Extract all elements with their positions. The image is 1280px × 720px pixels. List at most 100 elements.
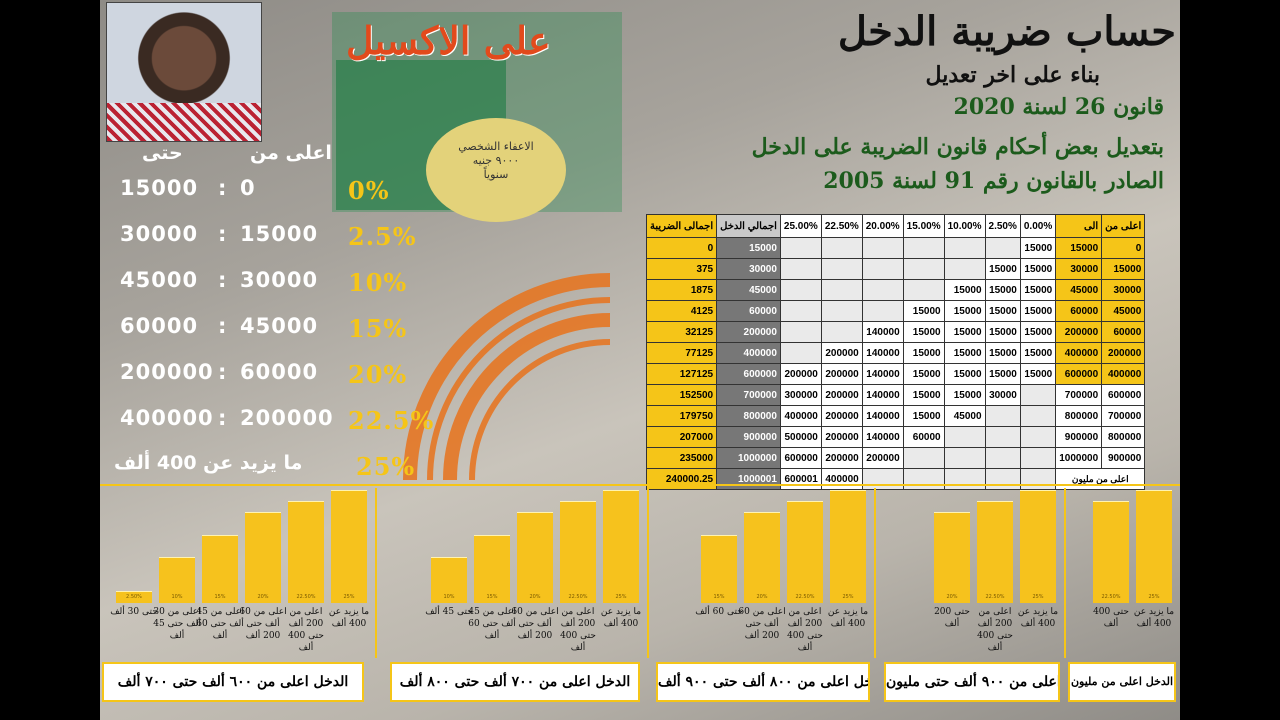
table-header-cell: 22.50% <box>820 214 863 238</box>
table-cell: 207000 <box>645 426 718 448</box>
bracket-rate: 15% <box>348 314 408 343</box>
table-cell <box>1019 426 1057 448</box>
bracket-from: 60000 <box>240 360 319 384</box>
table-cell: 15000 <box>716 237 781 259</box>
bracket-row: 22.5% 200000 : 400000 <box>100 406 433 446</box>
x-tick-label: اعلى من 30 ألف حتى 45 ألف <box>153 607 201 641</box>
table-cell <box>943 237 986 259</box>
table-cell: 400000 <box>1055 342 1103 364</box>
table-cell: 1000000 <box>716 447 781 469</box>
table-cell: 15000 <box>902 384 945 406</box>
table-cell: 400000 <box>716 342 781 364</box>
table-cell: 235000 <box>645 447 718 469</box>
table-cell: 600000 <box>1101 384 1146 406</box>
bar-data-label: 2.50% <box>126 594 142 600</box>
bar-data-label: 25% <box>343 594 355 600</box>
table-header-cell: اعلى من <box>1101 214 1146 238</box>
table-cell <box>779 258 822 280</box>
brackets-header: اعلى من حتى <box>100 142 440 166</box>
table-cell <box>902 237 945 259</box>
table-cell: 700000 <box>716 384 781 406</box>
chart-bar: 22.50% <box>1093 501 1129 603</box>
bracket-separator: : <box>218 406 228 430</box>
bracket-row: 0% 0 : 15000 <box>100 176 430 216</box>
x-tick-label: حتى 30 ألف <box>110 607 158 617</box>
table-cell: 900000 <box>716 426 781 448</box>
table-cell: 200000 <box>820 363 863 385</box>
bar-data-label: 20% <box>756 594 768 600</box>
table-cell: 200000 <box>820 342 863 364</box>
chart-bar: 25% <box>331 490 367 603</box>
bar-data-label: 10% <box>443 594 455 600</box>
table-row: 127125 600000 200000 200000 140000 15000 15000… <box>645 363 1146 385</box>
table-cell: 15000 <box>1019 237 1057 259</box>
table-cell: 179750 <box>645 405 718 427</box>
table-cell: 800000 <box>716 405 781 427</box>
table-cell: 140000 <box>861 405 904 427</box>
table-cell: 15000 <box>943 279 986 301</box>
bracket-rate: 10% <box>348 268 408 297</box>
x-tick-label: حتى 60 ألف <box>695 607 743 617</box>
table-row: 1875 45000 15000 15000 15000 45000 30000 <box>645 279 1146 301</box>
table-cell <box>820 258 863 280</box>
bar-data-label: 15% <box>214 594 226 600</box>
bar-data-label: 22.50% <box>1101 594 1121 600</box>
table-cell: اعلى من مليون <box>1055 468 1146 490</box>
x-tick-label: ما يزيد عن 400 ألف <box>1133 607 1175 629</box>
table-cell: 200000 <box>861 447 904 469</box>
table-cell <box>984 405 1021 427</box>
table-header-cell: 15.00% <box>902 214 945 238</box>
table-cell: 200000 <box>820 384 863 406</box>
law-line-3: الصادر بالقانون رقم 91 لسنة 2005 <box>823 168 1164 194</box>
table-cell: 15000 <box>984 258 1021 280</box>
table-cell: 900000 <box>1055 426 1103 448</box>
x-tick-label: اعلى من 60 ألف حتى 200 ألف <box>738 607 786 641</box>
bar-chart-plot: 2.50% 10% 15% 20% 22.50% 25% <box>116 490 367 603</box>
chart-bar: 15% <box>474 535 510 603</box>
bracket-rate: 20% <box>348 360 408 389</box>
header-from: اعلى من <box>250 142 332 164</box>
chart-bar: 20% <box>934 512 970 603</box>
table-cell: 600000 <box>716 363 781 385</box>
exemption-label: الاعفاء الشخصي <box>458 140 534 153</box>
bar-data-label: 20% <box>257 594 269 600</box>
chart-bar: 25% <box>1020 490 1056 603</box>
table-row: 32125 200000 140000 15000 15000 15000 15000 200… <box>645 321 1146 343</box>
law-line-2: بتعديل بعض أحكام قانون الضريبة على الدخل <box>751 134 1164 160</box>
bracket-rate: 2.5% <box>348 222 417 251</box>
table-cell <box>779 321 822 343</box>
table-row: 375 30000 15000 15000 30000 15000 <box>645 258 1146 280</box>
chart-bar: 22.50% <box>288 501 324 603</box>
bracket-separator: : <box>218 268 228 292</box>
table-cell: 0 <box>1101 237 1146 259</box>
table-cell <box>902 447 945 469</box>
table-cell: 45000 <box>716 279 781 301</box>
table-cell <box>943 258 986 280</box>
table-cell: 200000 <box>716 321 781 343</box>
table-header-cell: اجمالي الدخل <box>716 214 781 238</box>
table-header-cell: 2.50% <box>984 214 1021 238</box>
bracket-separator: : <box>218 176 228 200</box>
bracket-row: 15% 45000 : 60000 <box>100 314 430 354</box>
panel-separator <box>1064 488 1066 658</box>
bracket-from: 30000 <box>240 268 319 292</box>
table-cell: 127125 <box>645 363 718 385</box>
bar-chart-plot: 10% 15% 20% 22.50% 25% <box>431 490 639 603</box>
bracket-from: 45000 <box>240 314 319 338</box>
table-cell <box>1019 468 1057 490</box>
table-cell: 15000 <box>984 300 1021 322</box>
chart-title: الدخل اعلى من ٦٠٠ ألف حتى ٧٠٠ ألف <box>102 662 364 702</box>
table-cell <box>779 237 822 259</box>
table-cell: 375 <box>645 258 718 280</box>
chart-bar: 22.50% <box>977 501 1013 603</box>
bracket-from: 0 <box>240 176 256 200</box>
table-cell: 15000 <box>984 363 1021 385</box>
table-cell: 140000 <box>861 426 904 448</box>
table-cell <box>779 279 822 301</box>
table-row: 240000.25 1000001 600001 400000 اعلى من مليو… <box>645 468 1146 490</box>
table-cell <box>820 321 863 343</box>
chart-bar: 15% <box>202 535 238 603</box>
divider-line <box>100 484 1180 486</box>
table-cell: 1875 <box>645 279 718 301</box>
table-row: 0 15000 15000 15000 0 <box>645 237 1146 259</box>
